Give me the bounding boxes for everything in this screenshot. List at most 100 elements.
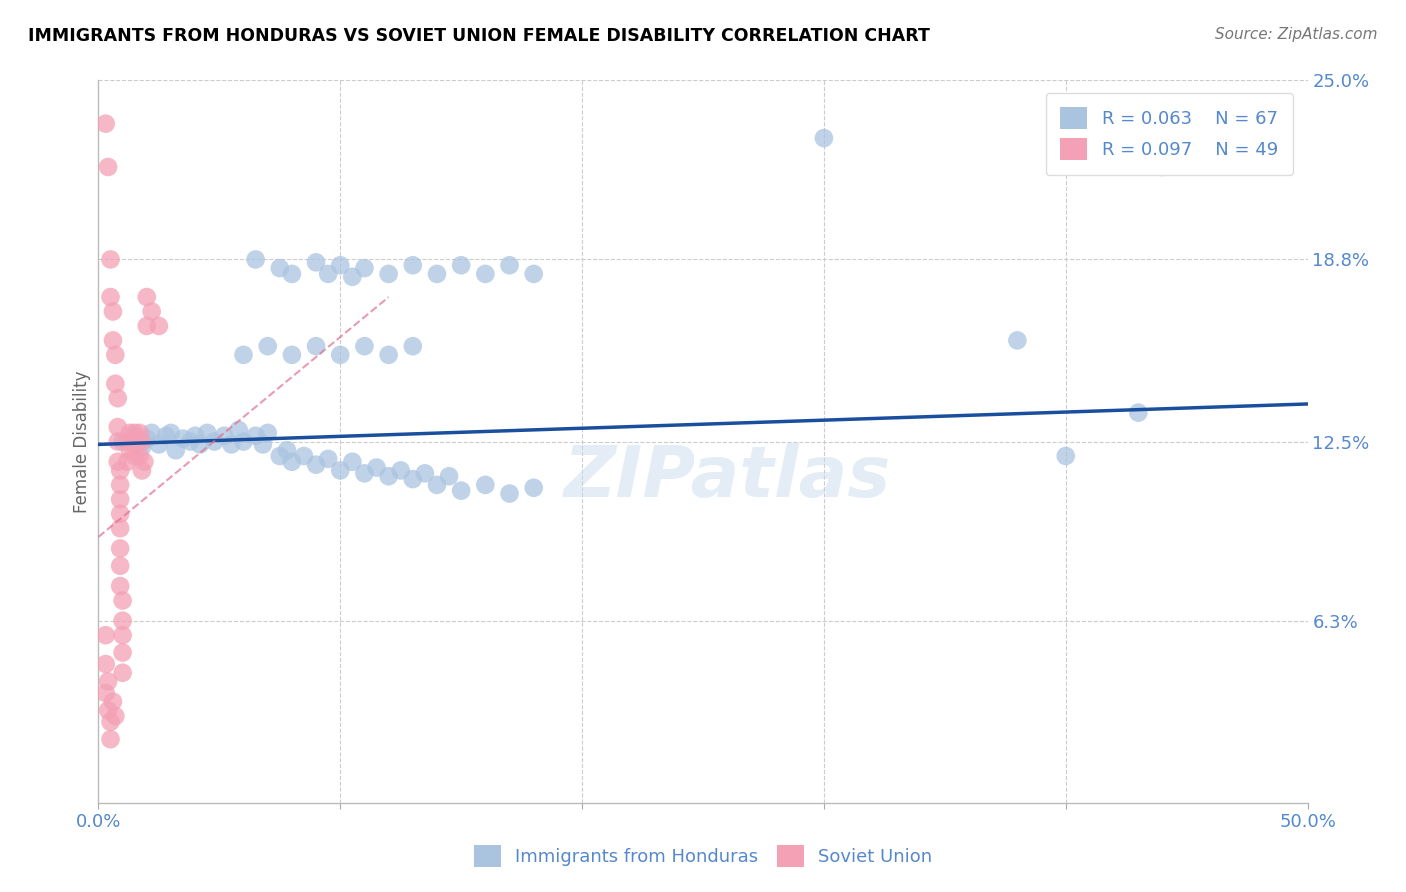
Point [813,131,835,145]
Point [97,160,120,174]
Point [124,449,146,463]
Point [97,703,120,717]
Legend: R = 0.063    N = 67, R = 0.097    N = 49: R = 0.063 N = 67, R = 0.097 N = 49 [1046,93,1292,175]
Point [474,267,496,281]
Point [1128,406,1150,420]
Point [128,425,150,440]
Point [108,558,131,573]
Point [523,267,546,281]
Point [450,258,472,272]
Point [1054,449,1077,463]
Point [148,318,170,333]
Point [329,463,352,477]
Point [269,261,291,276]
Point [426,267,449,281]
Point [329,348,352,362]
Text: IMMIGRANTS FROM HONDURAS VS SOVIET UNION FEMALE DISABILITY CORRELATION CHART: IMMIGRANTS FROM HONDURAS VS SOVIET UNION… [28,27,929,45]
Point [128,449,150,463]
Point [117,434,139,449]
Point [184,429,207,443]
Point [104,376,127,391]
Point [221,437,243,451]
Point [131,434,153,449]
Point [108,579,131,593]
Point [252,437,274,451]
Point [498,258,520,272]
Point [104,348,127,362]
Point [124,425,146,440]
Point [281,267,304,281]
Point [256,339,278,353]
Point [100,714,122,729]
Point [377,469,399,483]
Point [305,255,328,269]
Point [1007,334,1029,348]
Point [389,463,412,477]
Point [108,521,131,535]
Point [107,420,129,434]
Point [108,478,131,492]
Point [450,483,472,498]
Point [413,467,436,481]
Point [141,304,163,318]
Point [1152,160,1174,174]
Text: Source: ZipAtlas.com: Source: ZipAtlas.com [1215,27,1378,42]
Point [245,429,267,443]
Point [94,117,117,131]
Point [402,339,425,353]
Point [101,695,124,709]
Point [402,472,425,486]
Point [281,348,304,362]
Point [100,290,122,304]
Point [281,455,304,469]
Point [108,541,131,556]
Point [329,258,352,272]
Point [131,440,153,454]
Point [353,339,375,353]
Point [245,252,267,267]
Point [131,463,153,477]
Point [269,449,291,463]
Point [94,657,117,671]
Point [148,437,170,451]
Point [108,463,131,477]
Point [135,318,157,333]
Point [316,451,339,466]
Point [204,434,226,449]
Point [353,261,375,276]
Point [108,507,131,521]
Point [108,492,131,507]
Point [498,486,520,500]
Point [377,267,399,281]
Point [232,434,254,449]
Point [305,458,328,472]
Point [179,434,201,449]
Point [111,593,134,607]
Point [342,455,364,469]
Point [94,686,117,700]
Point [111,665,134,680]
Point [111,628,134,642]
Point [212,429,235,443]
Point [100,732,122,747]
Point [195,425,218,440]
Point [366,460,388,475]
Point [155,429,177,443]
Point [134,455,156,469]
Point [377,348,399,362]
Point [342,269,364,284]
Point [523,481,546,495]
Point [141,425,163,440]
Point [111,434,134,449]
Point [316,267,339,281]
Point [305,339,328,353]
Legend: Immigrants from Honduras, Soviet Union: Immigrants from Honduras, Soviet Union [467,838,939,874]
Point [276,443,298,458]
Point [474,478,496,492]
Point [107,455,129,469]
Point [118,443,141,458]
Point [107,434,129,449]
Point [100,252,122,267]
Text: ZIPatlas: ZIPatlas [564,443,891,512]
Y-axis label: Female Disability: Female Disability [73,370,91,513]
